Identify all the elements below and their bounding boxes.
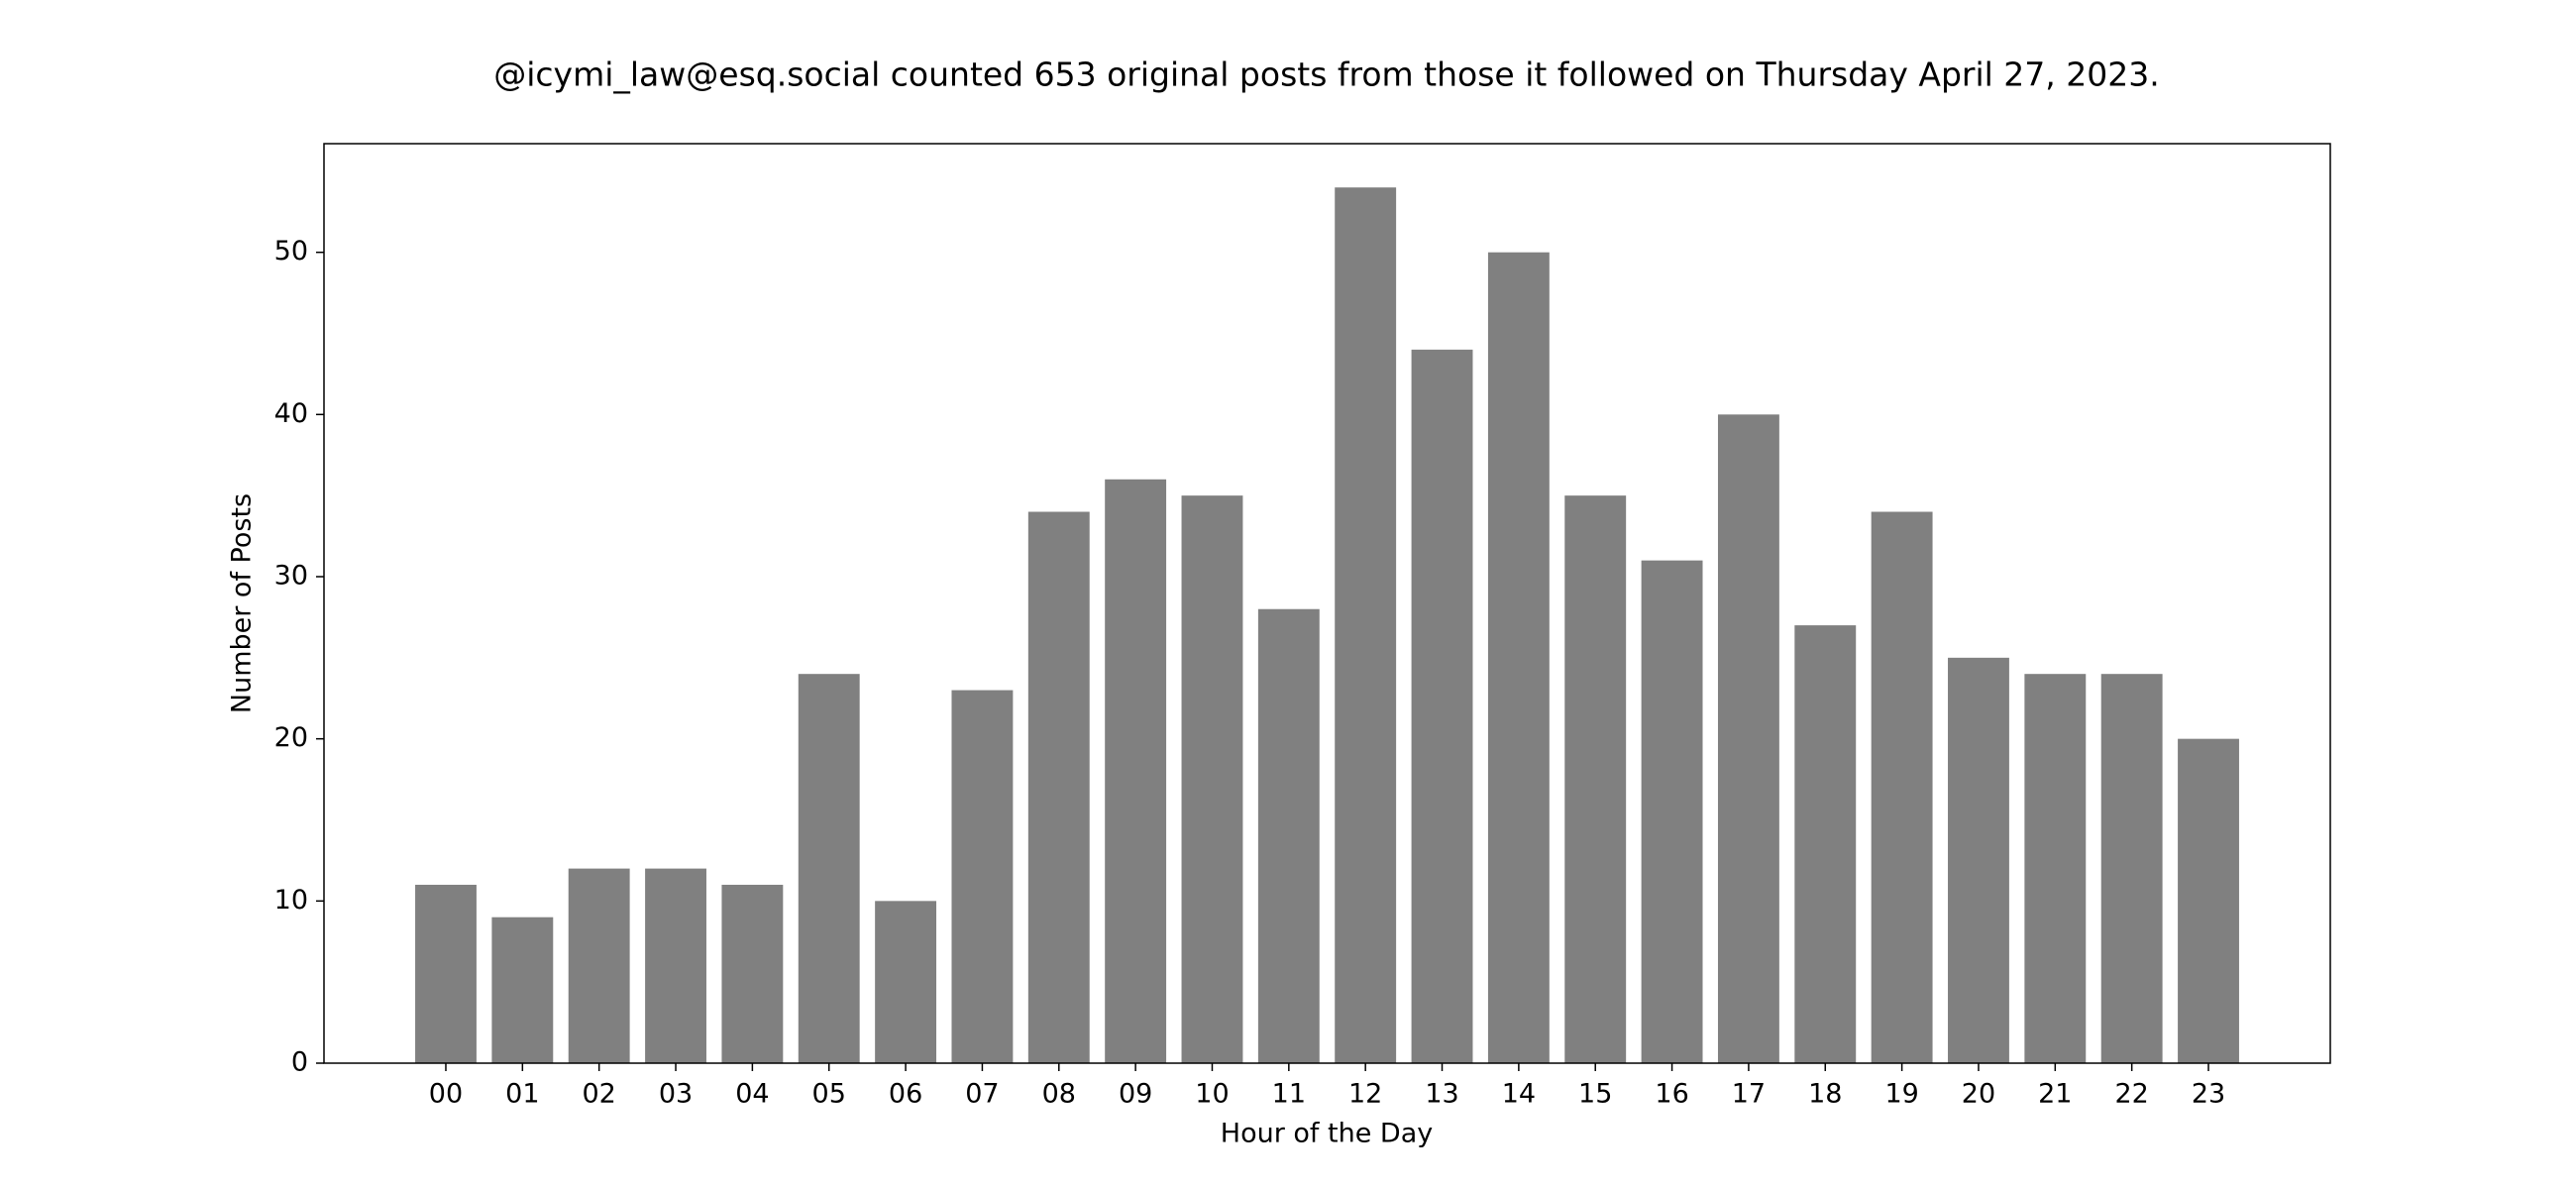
bar	[415, 884, 477, 1063]
bar	[798, 674, 860, 1063]
bar	[2024, 674, 2087, 1063]
x-tick-label: 12	[1348, 1079, 1382, 1110]
bar	[1564, 495, 1627, 1063]
bar	[1257, 608, 1320, 1063]
y-tick-label: 0	[291, 1047, 308, 1078]
bar	[1411, 349, 1473, 1064]
x-tick-label: 19	[1884, 1079, 1918, 1110]
x-tick-label: 22	[2114, 1079, 2148, 1110]
bar	[951, 690, 1014, 1063]
bar	[1871, 511, 1933, 1063]
y-axis-label: Number of Posts	[227, 493, 258, 713]
y-tick-label: 30	[274, 560, 308, 591]
bar	[2178, 738, 2239, 1063]
x-tick-label: 11	[1272, 1079, 1306, 1110]
bar	[1105, 479, 1167, 1063]
x-tick-label: 03	[659, 1079, 693, 1110]
bar	[875, 901, 937, 1063]
bar	[1717, 414, 1779, 1063]
x-tick-label: 10	[1195, 1079, 1229, 1110]
bar	[645, 868, 706, 1063]
x-tick-label: 05	[812, 1079, 846, 1110]
x-tick-label: 20	[1962, 1079, 1995, 1110]
bar	[1335, 187, 1397, 1063]
x-axis-label: Hour of the Day	[1221, 1119, 1433, 1149]
bar	[1027, 511, 1090, 1063]
bar	[568, 868, 630, 1063]
y-tick-label: 20	[274, 722, 308, 753]
x-tick-label: 01	[505, 1079, 539, 1110]
x-tick-label: 23	[2192, 1079, 2225, 1110]
x-tick-label: 17	[1732, 1079, 1766, 1110]
bar	[1948, 657, 2009, 1063]
x-tick-label: 02	[583, 1079, 616, 1110]
x-tick-label: 04	[735, 1079, 769, 1110]
bar	[1181, 495, 1243, 1063]
x-tick-label: 09	[1119, 1079, 1152, 1110]
x-tick-label: 06	[889, 1079, 922, 1110]
bar	[721, 884, 784, 1063]
y-tick-label: 50	[274, 236, 308, 267]
x-tick-label: 18	[1808, 1079, 1842, 1110]
x-tick-label: 21	[2038, 1079, 2072, 1110]
bar	[2100, 674, 2163, 1063]
plot-frame	[323, 143, 2331, 1064]
x-tick-label: 07	[965, 1079, 999, 1110]
x-tick-label: 08	[1042, 1079, 1076, 1110]
y-tick-label: 10	[274, 885, 308, 916]
x-tick-label: 13	[1425, 1079, 1458, 1110]
chart-title: @icymi_law@esq.social counted 653 origin…	[493, 55, 2160, 94]
bar	[1641, 560, 1703, 1063]
x-tick-label: 14	[1502, 1079, 1536, 1110]
y-tick-label: 40	[274, 398, 308, 429]
x-tick-label: 16	[1655, 1079, 1688, 1110]
bar	[1794, 625, 1857, 1063]
bar	[491, 917, 554, 1063]
x-tick-label: 15	[1578, 1079, 1612, 1110]
bar	[1487, 252, 1550, 1064]
x-tick-label: 00	[429, 1079, 463, 1110]
